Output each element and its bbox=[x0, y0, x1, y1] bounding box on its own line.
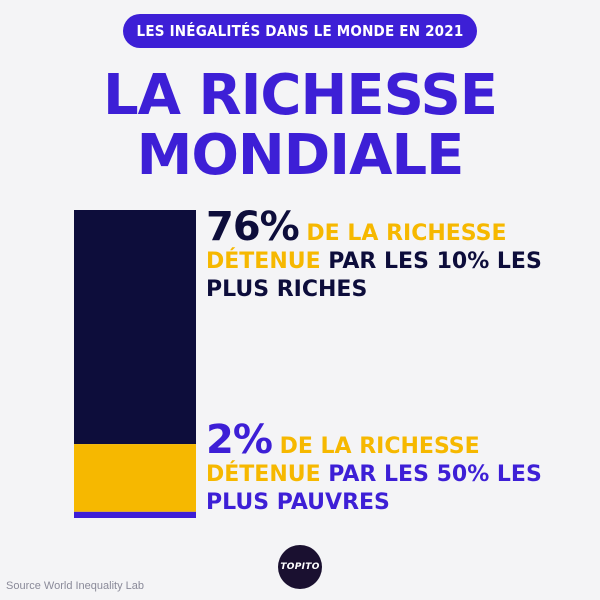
bar-segment-1 bbox=[74, 210, 196, 445]
bar-segment-2 bbox=[74, 444, 196, 512]
stat-top: 76% DE LA RICHESSE DÉTENUE PAR LES 10% L… bbox=[206, 207, 586, 304]
stacked-bar-chart bbox=[74, 210, 196, 518]
title-line-1: LA RICHESSE bbox=[102, 63, 498, 128]
topito-logo-text: TOPITO bbox=[280, 562, 320, 572]
stat-bottom: 2% DE LA RICHESSE DÉTENUE PAR LES 50% LE… bbox=[206, 420, 586, 517]
stat-bottom-text-2: PAR LES 50% LES PLUS PAUVRES bbox=[206, 462, 542, 515]
stat-top-value: 76% bbox=[206, 204, 300, 250]
topito-logo: TOPITO bbox=[278, 545, 322, 589]
stat-bottom-value: 2% bbox=[206, 417, 273, 463]
stat-top-text-2: PAR LES 10% LES PLUS RICHES bbox=[206, 249, 542, 302]
bar-group bbox=[74, 210, 196, 518]
stat-bottom-text-1: DE LA RICHESSE bbox=[271, 434, 480, 459]
subtitle-text: LES INÉGALITÉS DANS LE MONDE EN 2021 bbox=[136, 22, 464, 40]
stat-top-highlight: DÉTENUE bbox=[206, 249, 321, 274]
source-note: Source World Inequality Lab bbox=[6, 580, 144, 592]
bar-segment-3 bbox=[74, 511, 196, 518]
stat-bottom-highlight: DÉTENUE bbox=[206, 462, 321, 487]
title-line-2: MONDIALE bbox=[136, 123, 465, 188]
subtitle-pill: LES INÉGALITÉS DANS LE MONDE EN 2021 bbox=[123, 14, 477, 48]
stat-top-text-1: DE LA RICHESSE bbox=[298, 221, 507, 246]
